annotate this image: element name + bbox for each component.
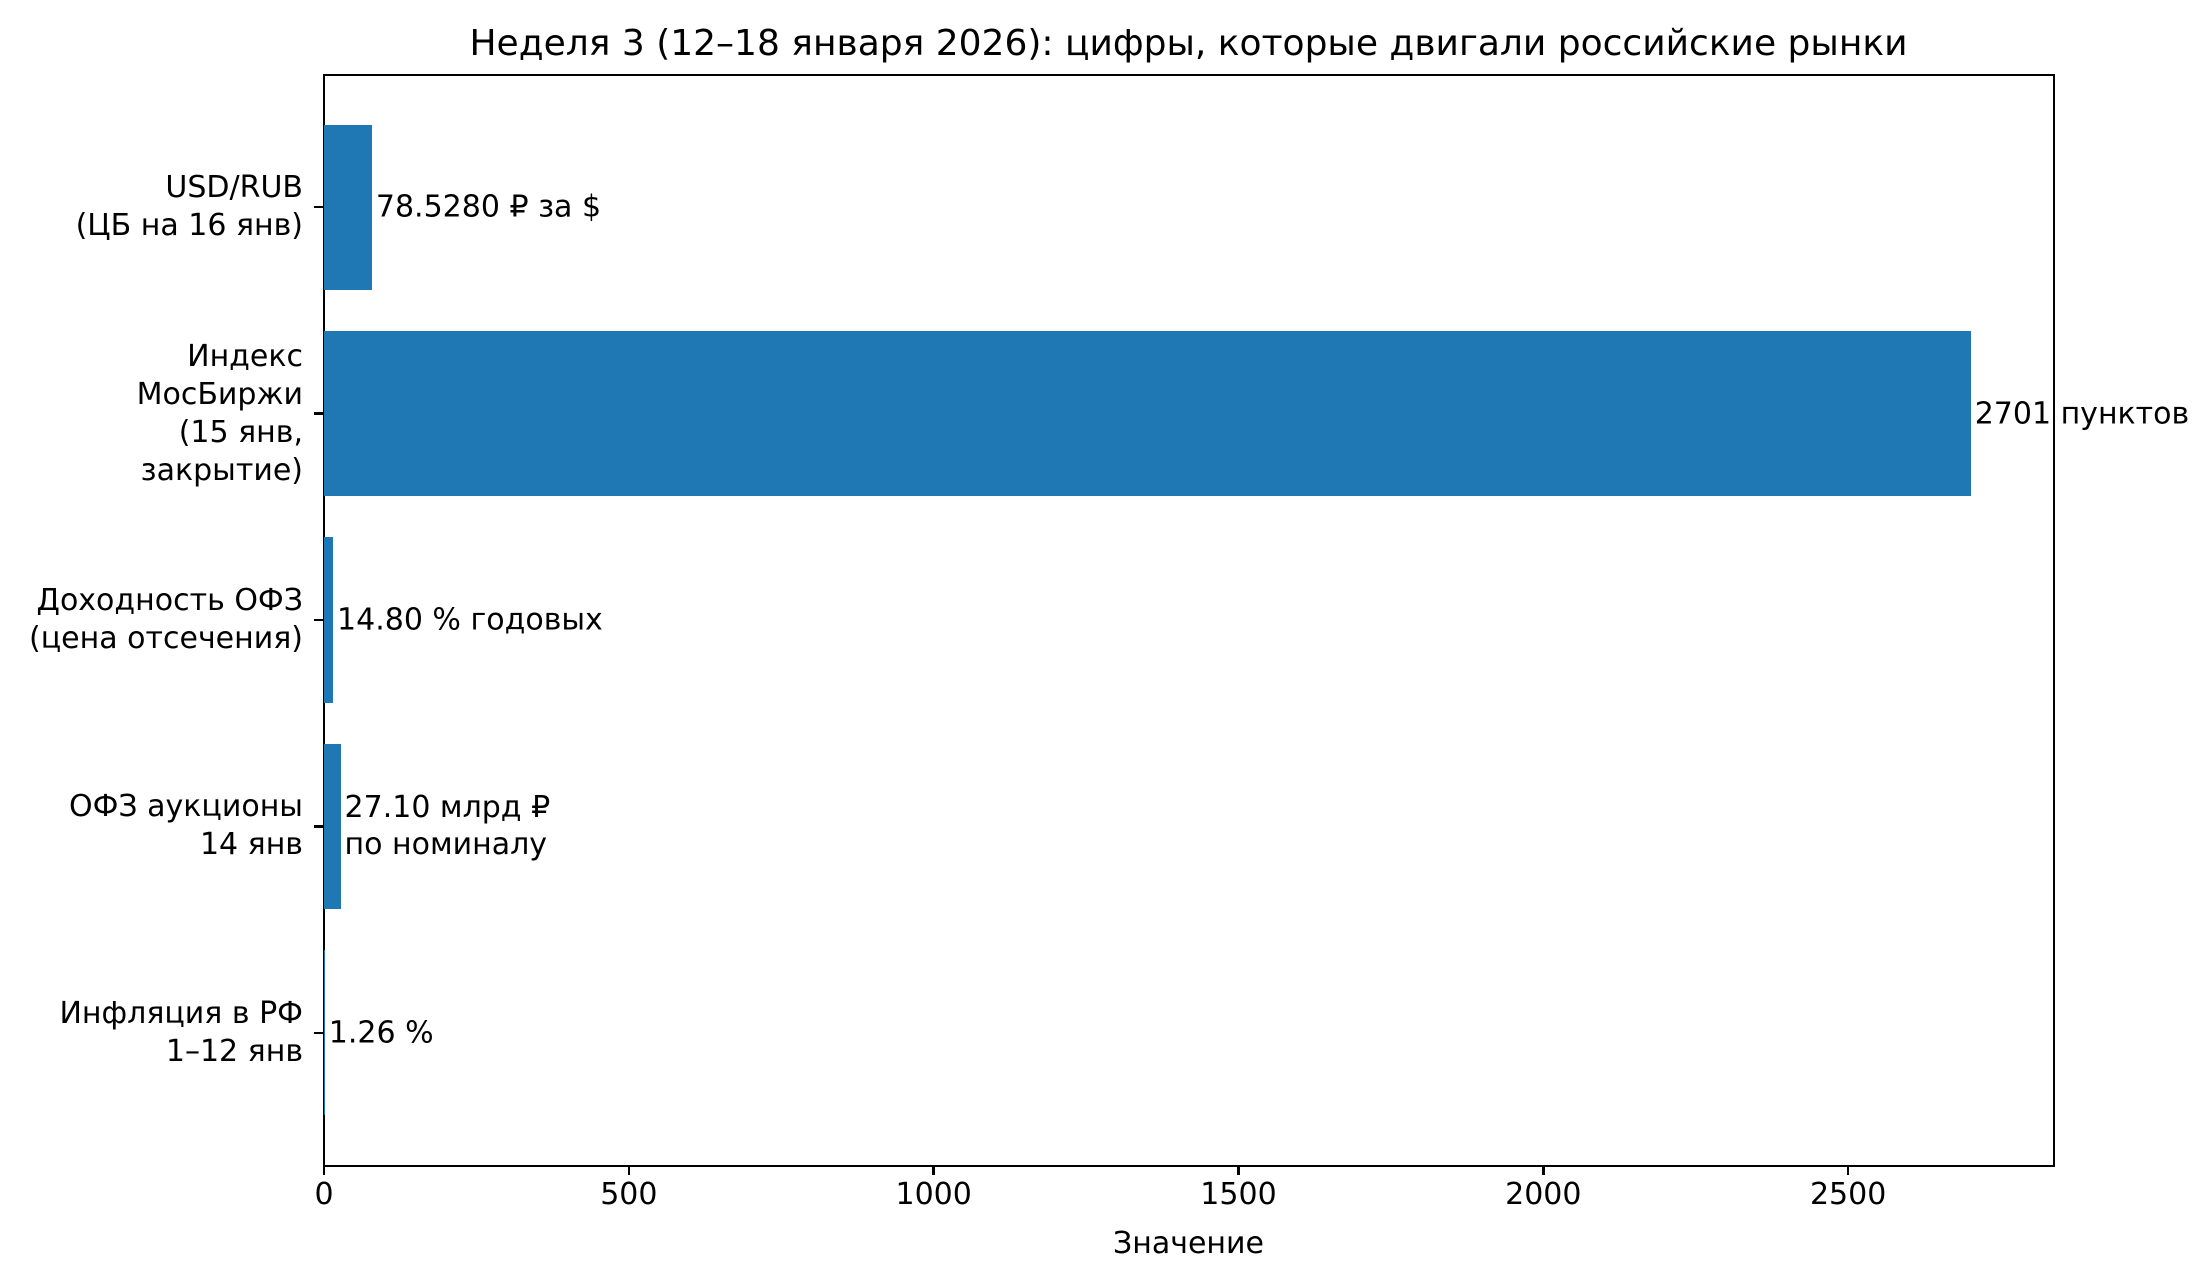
y-axis-category-label: ОФЗ аукционы 14 янв [68, 789, 303, 863]
x-axis-tick-label: 500 [600, 1177, 658, 1212]
chart-title: Неделя 3 (12–18 января 2026): цифры, кот… [469, 23, 1908, 64]
y-axis-tick [314, 1031, 324, 1035]
x-axis-tick [1846, 1165, 1850, 1175]
bar-value-label: 2701 пунктов [1974, 396, 2190, 432]
bar-value-label: 1.26 % [328, 1015, 434, 1051]
y-axis-category-label: USD/RUB (ЦБ на 16 янв) [75, 170, 303, 244]
bar-value-label: 27.10 млрд ₽ по номиналу [344, 790, 551, 863]
y-axis-category-label: Доходность ОФЗ (цена отсечения) [29, 583, 303, 656]
y-axis-tick [314, 825, 324, 828]
y-axis-category-label: Индекс МосБиржи (15 янв, закрытие) [136, 338, 303, 488]
x-axis-tick-label: 1500 [1200, 1177, 1277, 1212]
x-axis-tick [627, 1165, 631, 1175]
y-axis-tick [314, 412, 324, 415]
bar [324, 537, 334, 703]
x-axis-tick-label: 2000 [1505, 1177, 1582, 1212]
bar-value-label: 14.80 % годовых [337, 602, 603, 638]
x-axis-tick-label: 0 [314, 1177, 334, 1212]
x-axis-tick-label: 2500 [1809, 1177, 1887, 1212]
y-axis-tick [314, 205, 324, 209]
bar [324, 330, 1971, 497]
y-axis-category-label: Инфляция в РФ 1–12 янв [59, 995, 303, 1069]
x-axis-tick [932, 1165, 935, 1175]
bar [324, 950, 325, 1116]
bar [324, 124, 372, 290]
x-axis-tick [322, 1165, 326, 1175]
y-axis-tick [314, 618, 324, 622]
plot-area [323, 74, 2055, 1167]
x-axis-tick-label: 1000 [895, 1177, 972, 1212]
bar-value-label: 78.5280 ₽ за $ [375, 189, 602, 225]
x-axis-tick [1542, 1165, 1545, 1175]
x-axis-tick [1237, 1165, 1240, 1175]
bar [324, 743, 341, 909]
x-axis-label: Значение [1113, 1226, 1264, 1261]
